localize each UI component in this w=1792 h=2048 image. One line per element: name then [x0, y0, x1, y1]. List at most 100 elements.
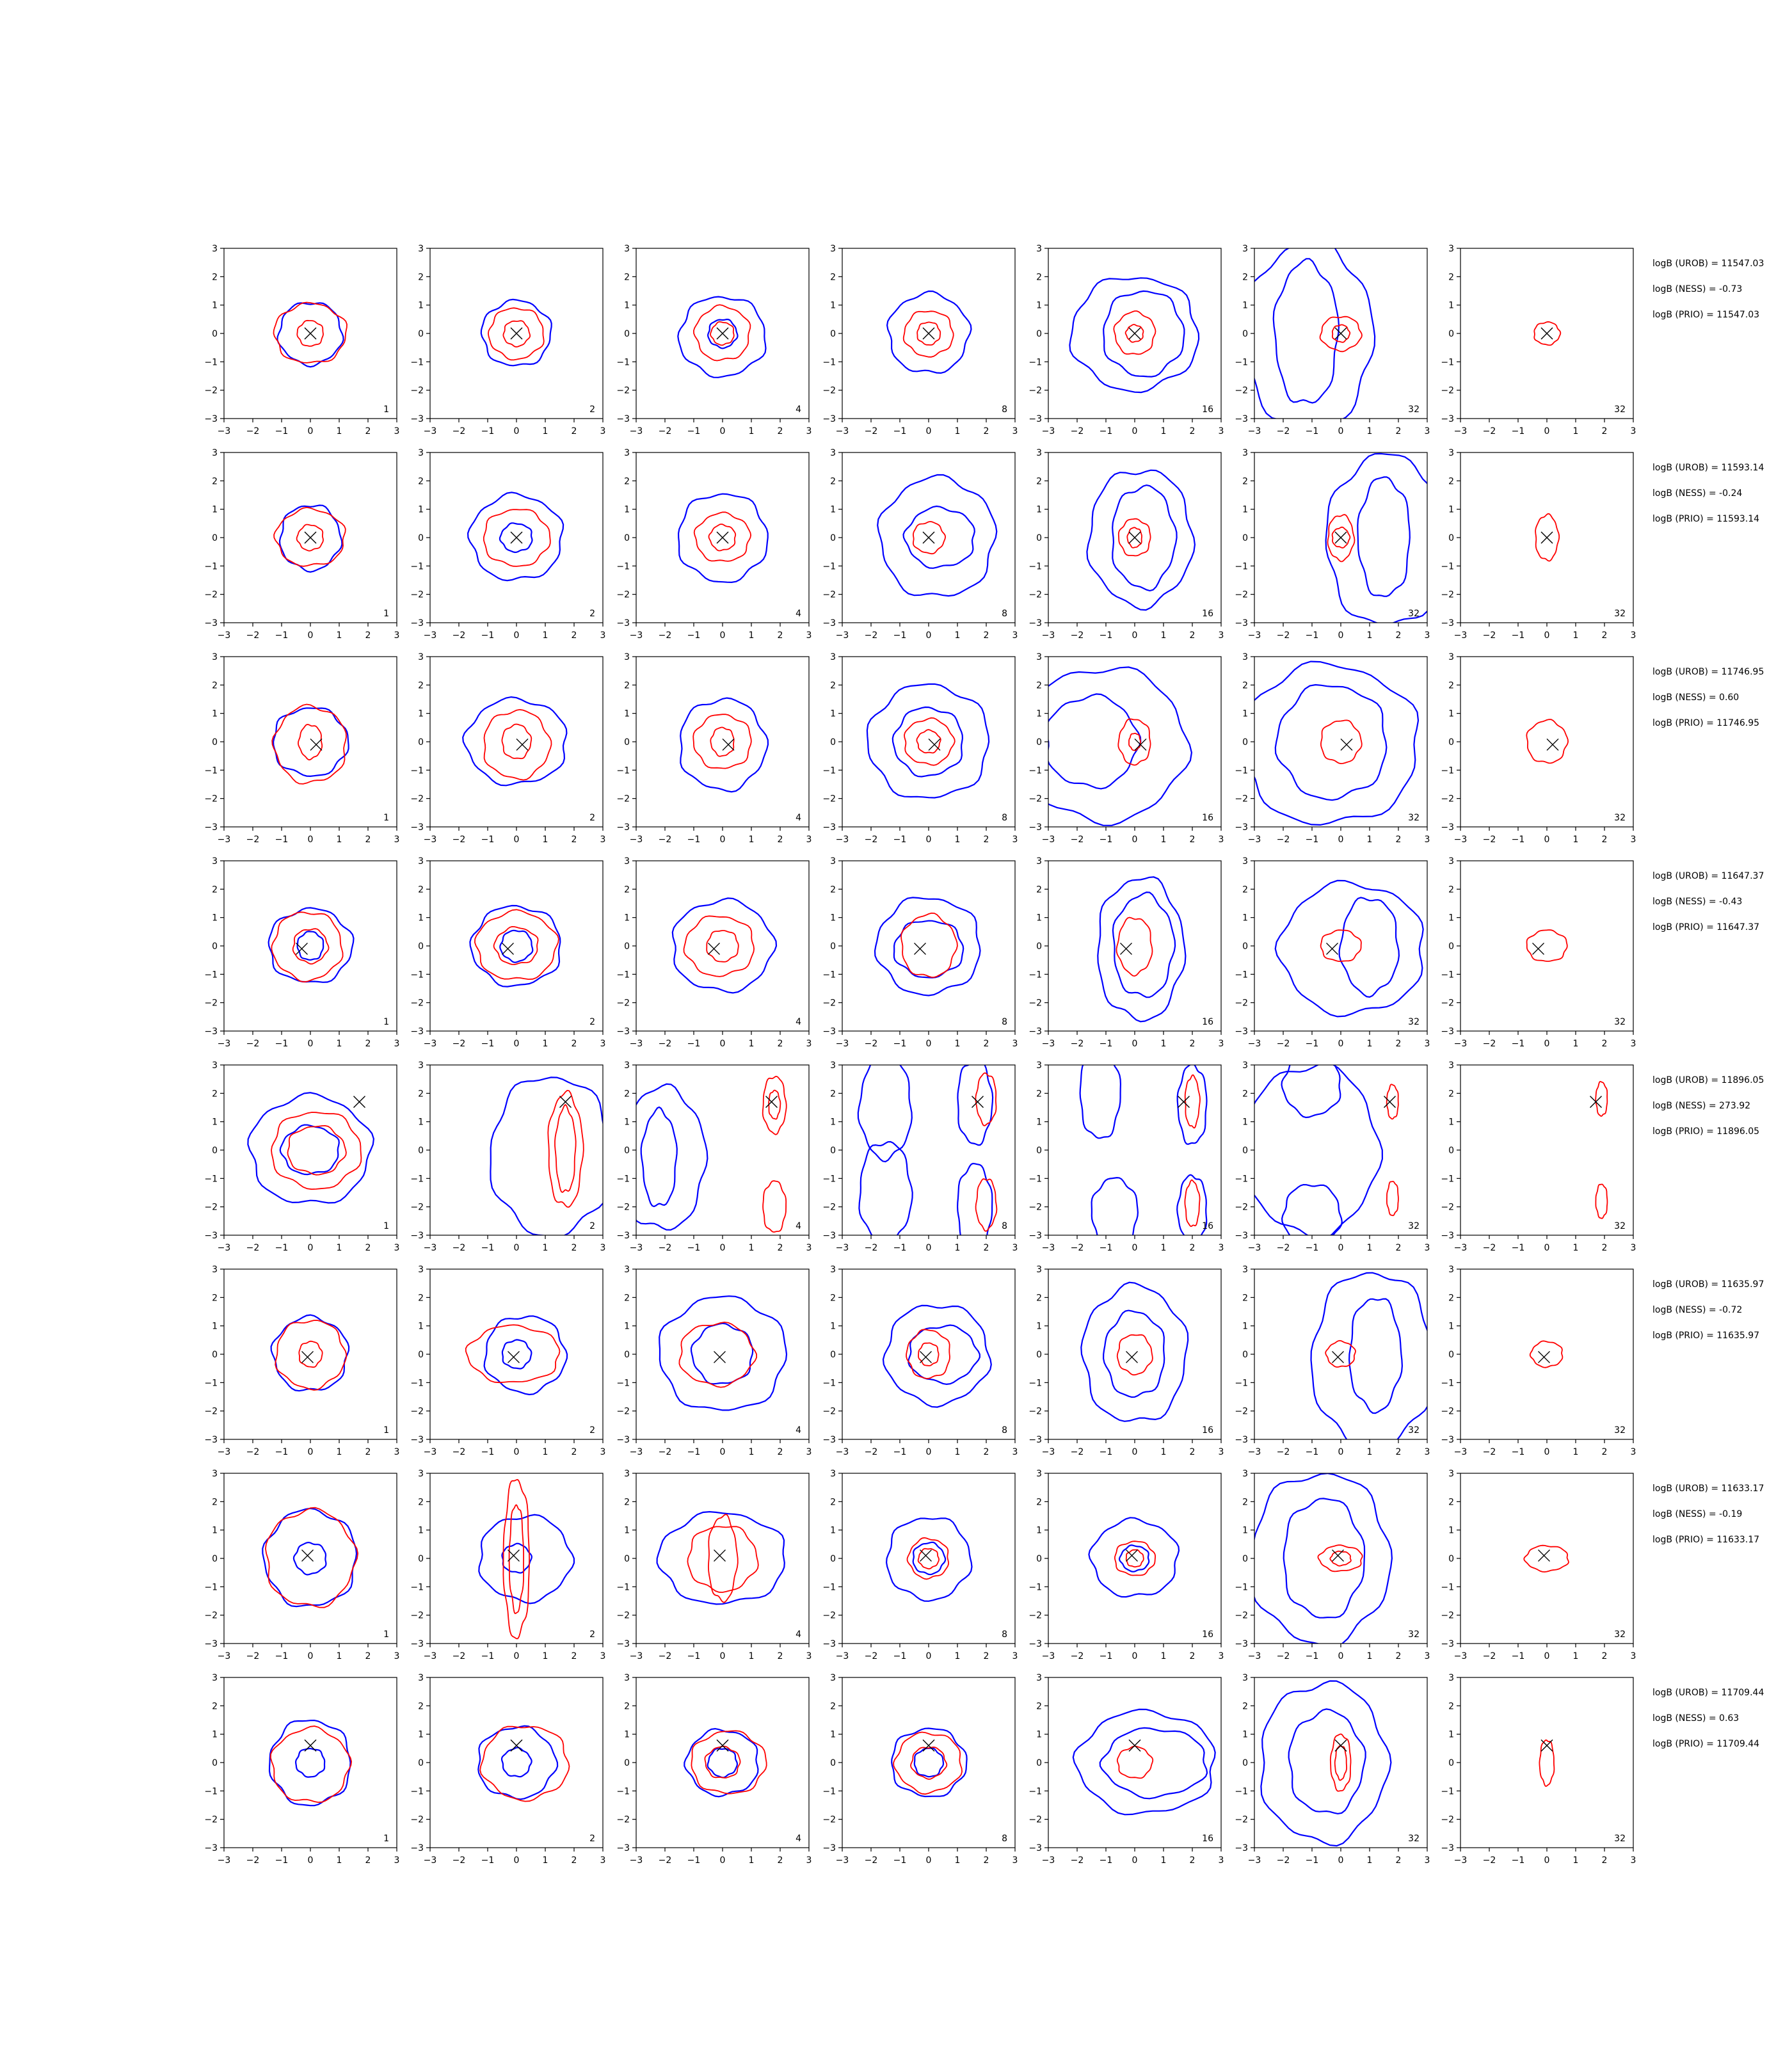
x-tick-label: 2: [984, 1039, 989, 1049]
y-tick-label: 3: [212, 652, 218, 662]
x-tick-label: −3: [630, 630, 643, 641]
red-contour: [275, 1320, 348, 1391]
y-tick-label: −3: [1235, 822, 1248, 833]
x-marker: [928, 738, 941, 751]
x-tick-label: −2: [452, 1039, 466, 1049]
y-tick-label: 3: [1242, 1060, 1248, 1071]
axes-frame: [1048, 656, 1222, 828]
blue-contour: [1348, 1298, 1404, 1414]
x-tick-label: −2: [1071, 1651, 1084, 1661]
x-tick-label: −2: [452, 1651, 466, 1661]
x-tick-label: −1: [481, 1447, 495, 1457]
y-tick-label: 2: [1242, 272, 1248, 282]
y-tick-label: 3: [830, 448, 836, 458]
blue-contour: [1274, 684, 1388, 801]
x-tick-label: −2: [246, 835, 260, 845]
x-tick-label: −2: [246, 1447, 260, 1457]
y-tick-label: −2: [822, 590, 836, 600]
y-tick-label: −3: [204, 822, 218, 833]
y-tick-label: 1: [830, 301, 836, 311]
x-tick-label: −2: [659, 1039, 672, 1049]
y-tick-label: 3: [830, 652, 836, 662]
y-tick-label: 3: [212, 244, 218, 254]
x-tick-label: 1: [1367, 1855, 1373, 1866]
red-contour: [1128, 733, 1141, 751]
y-tick-label: 2: [830, 1701, 836, 1711]
red-contour: [1535, 513, 1560, 562]
y-tick-label: 3: [212, 1060, 218, 1071]
y-tick-label: −3: [410, 1027, 424, 1037]
x-tick-label: 1: [337, 630, 342, 641]
x-tick-label: 3: [600, 1243, 606, 1253]
plot-area: [1072, 1708, 1216, 1816]
x-tick-label: −2: [865, 1447, 878, 1457]
y-tick-label: 1: [212, 301, 218, 311]
x-marker: [1334, 327, 1347, 340]
x-tick-label: −1: [1512, 1855, 1525, 1866]
panel-r5-c6: −3−3 −2 −2 −1 −1 0 0 1 1 2 2 3 3 32: [1235, 1060, 1430, 1253]
x-marker: [502, 942, 514, 955]
x-tick-label: 0: [514, 1651, 520, 1661]
y-tick-label: −3: [1028, 1639, 1042, 1649]
y-tick-label: −1: [410, 1582, 424, 1592]
y-tick-label: 3: [1036, 856, 1042, 867]
panel-r6-c4: −3−3 −2 −2 −1 −1 0 0 1 1 2 2 3 3 8: [822, 1265, 1018, 1457]
x-tick-label: −1: [275, 1039, 289, 1049]
blue-contour: [1091, 1176, 1139, 1235]
x-marker: [1332, 1549, 1344, 1562]
panel-label: 32: [1614, 813, 1626, 823]
y-tick-label: 0: [830, 1146, 836, 1156]
x-marker: [1340, 738, 1353, 751]
y-tick-label: −1: [1235, 765, 1248, 776]
y-tick-label: −2: [616, 1407, 630, 1417]
axes-frame: [1254, 1064, 1428, 1236]
logb-text: logB (NESS) = -0.73: [1652, 284, 1742, 294]
blue-contour: [1283, 1498, 1366, 1619]
x-tick-label: 0: [720, 835, 726, 845]
y-tick-label: 3: [1448, 1265, 1454, 1275]
x-tick-label: 3: [394, 835, 400, 845]
y-tick-label: −1: [822, 765, 836, 776]
x-tick-label: 2: [1602, 1243, 1608, 1253]
y-tick-label: 3: [1242, 652, 1248, 662]
y-tick-label: −2: [616, 1203, 630, 1213]
y-tick-label: −2: [1235, 794, 1248, 804]
x-tick-label: 0: [926, 1855, 932, 1866]
y-tick-label: 0: [624, 329, 630, 339]
x-tick-label: −1: [687, 1447, 701, 1457]
x-marker: [301, 1549, 314, 1562]
plot-area: [636, 1075, 787, 1233]
x-tick-label: 1: [1161, 630, 1167, 641]
plot-area: [271, 703, 349, 785]
axes-frame: [223, 860, 397, 1032]
x-tick-label: 2: [365, 835, 371, 845]
x-marker: [1126, 1549, 1138, 1562]
red-contour: [916, 321, 941, 346]
red-contour: [1319, 316, 1363, 353]
y-tick-label: 1: [830, 1117, 836, 1128]
y-tick-label: −2: [410, 1407, 424, 1417]
x-tick-label: 2: [984, 1651, 989, 1661]
x-tick-label: 1: [1161, 835, 1167, 845]
x-tick-label: 3: [1219, 1651, 1224, 1661]
y-tick-label: 3: [1448, 1469, 1454, 1479]
x-tick-label: 2: [365, 630, 371, 641]
y-tick-label: 3: [418, 1265, 424, 1275]
blue-contour: [1079, 1065, 1122, 1139]
axes-frame: [636, 860, 810, 1032]
x-tick-label: 1: [749, 1039, 755, 1049]
y-tick-label: 0: [1448, 1758, 1454, 1768]
y-tick-label: 2: [1448, 680, 1454, 691]
y-tick-label: 2: [830, 1497, 836, 1507]
y-tick-label: −3: [1235, 1027, 1248, 1037]
y-tick-label: −3: [616, 414, 630, 424]
y-tick-label: 1: [418, 505, 424, 515]
x-tick-label: 0: [1544, 1039, 1550, 1049]
y-tick-label: 3: [418, 1673, 424, 1683]
x-tick-label: 2: [1190, 1651, 1196, 1661]
y-tick-label: 3: [1242, 1265, 1248, 1275]
x-tick-label: 1: [337, 1447, 342, 1457]
y-tick-label: 2: [830, 476, 836, 486]
red-contour: [487, 307, 545, 361]
x-tick-label: 0: [1544, 1855, 1550, 1866]
